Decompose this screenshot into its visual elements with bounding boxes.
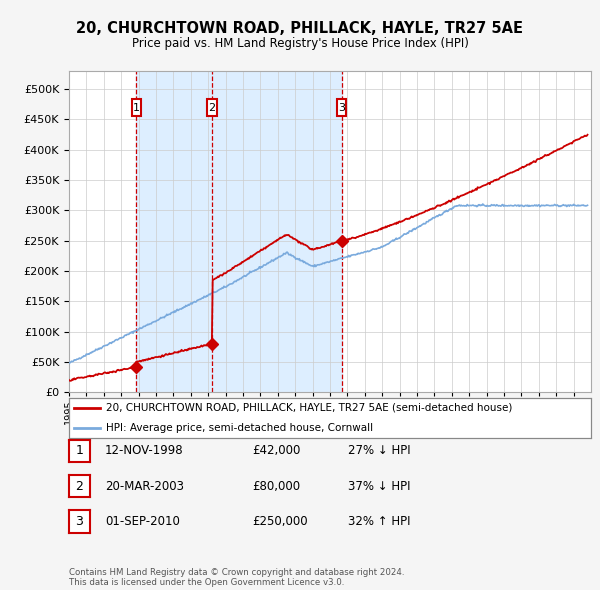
- Text: 01-SEP-2010: 01-SEP-2010: [105, 515, 180, 528]
- Text: 20, CHURCHTOWN ROAD, PHILLACK, HAYLE, TR27 5AE: 20, CHURCHTOWN ROAD, PHILLACK, HAYLE, TR…: [77, 21, 523, 35]
- Text: 3: 3: [338, 103, 345, 113]
- Text: 1: 1: [76, 444, 83, 457]
- Text: £250,000: £250,000: [252, 515, 308, 528]
- Text: 27% ↓ HPI: 27% ↓ HPI: [348, 444, 410, 457]
- Text: Contains HM Land Registry data © Crown copyright and database right 2024.
This d: Contains HM Land Registry data © Crown c…: [69, 568, 404, 587]
- Bar: [136, 71, 341, 392]
- Text: 3: 3: [76, 515, 83, 528]
- Text: 2: 2: [208, 103, 215, 113]
- Text: £80,000: £80,000: [252, 480, 300, 493]
- Text: 12-NOV-1998: 12-NOV-1998: [105, 444, 184, 457]
- Text: HPI: Average price, semi-detached house, Cornwall: HPI: Average price, semi-detached house,…: [106, 423, 373, 432]
- FancyBboxPatch shape: [131, 99, 141, 116]
- Text: 1: 1: [133, 103, 140, 113]
- Text: 32% ↑ HPI: 32% ↑ HPI: [348, 515, 410, 528]
- FancyBboxPatch shape: [207, 99, 217, 116]
- Text: £42,000: £42,000: [252, 444, 301, 457]
- Text: 20, CHURCHTOWN ROAD, PHILLACK, HAYLE, TR27 5AE (semi-detached house): 20, CHURCHTOWN ROAD, PHILLACK, HAYLE, TR…: [106, 403, 512, 412]
- Text: 37% ↓ HPI: 37% ↓ HPI: [348, 480, 410, 493]
- Text: Price paid vs. HM Land Registry's House Price Index (HPI): Price paid vs. HM Land Registry's House …: [131, 37, 469, 50]
- FancyBboxPatch shape: [337, 99, 346, 116]
- Text: 2: 2: [76, 480, 83, 493]
- Text: 20-MAR-2003: 20-MAR-2003: [105, 480, 184, 493]
